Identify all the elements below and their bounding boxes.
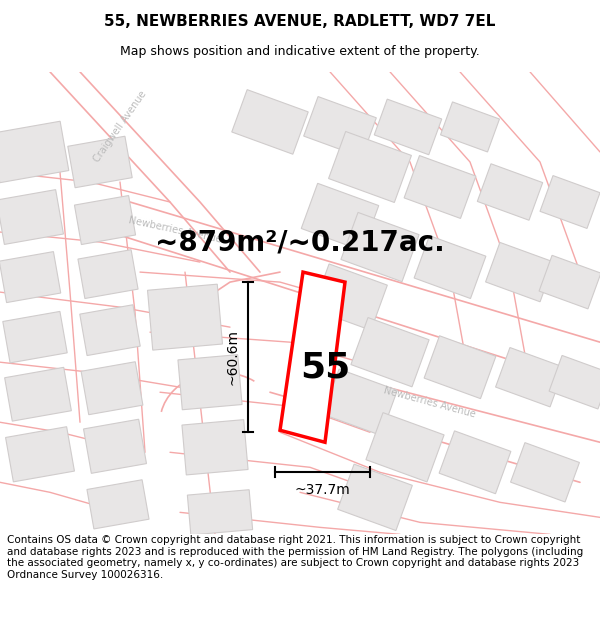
Polygon shape <box>540 176 600 229</box>
Polygon shape <box>0 189 64 244</box>
Polygon shape <box>5 427 74 482</box>
Polygon shape <box>0 121 69 182</box>
Polygon shape <box>81 362 143 414</box>
Polygon shape <box>366 412 444 482</box>
Polygon shape <box>341 213 419 282</box>
Text: ~879m²/~0.217ac.: ~879m²/~0.217ac. <box>155 228 445 256</box>
Polygon shape <box>511 442 580 502</box>
Polygon shape <box>83 419 146 473</box>
Text: Contains OS data © Crown copyright and database right 2021. This information is : Contains OS data © Crown copyright and d… <box>7 535 583 580</box>
Polygon shape <box>182 419 248 475</box>
Polygon shape <box>351 318 429 387</box>
Text: 55, NEWBERRIES AVENUE, RADLETT, WD7 7EL: 55, NEWBERRIES AVENUE, RADLETT, WD7 7EL <box>104 14 496 29</box>
Polygon shape <box>187 490 253 535</box>
Polygon shape <box>323 369 397 436</box>
Polygon shape <box>329 131 412 202</box>
Text: ~60.6m: ~60.6m <box>225 329 239 385</box>
Polygon shape <box>549 356 600 409</box>
Text: Newberries Avenue: Newberries Avenue <box>128 215 223 245</box>
Polygon shape <box>424 336 496 399</box>
Polygon shape <box>496 348 565 407</box>
Polygon shape <box>440 102 499 152</box>
Polygon shape <box>148 284 223 350</box>
Polygon shape <box>539 256 600 309</box>
Polygon shape <box>404 156 476 218</box>
Polygon shape <box>232 89 308 154</box>
Polygon shape <box>68 136 132 188</box>
Polygon shape <box>5 368 71 421</box>
Polygon shape <box>280 272 345 442</box>
Text: Newberries Avenue: Newberries Avenue <box>383 385 477 419</box>
Text: ~37.7m: ~37.7m <box>295 483 350 498</box>
Text: Map shows position and indicative extent of the property.: Map shows position and indicative extent… <box>120 44 480 58</box>
Polygon shape <box>313 264 388 330</box>
Polygon shape <box>87 480 149 529</box>
Polygon shape <box>414 236 486 299</box>
Polygon shape <box>80 305 140 356</box>
Polygon shape <box>3 311 67 363</box>
Polygon shape <box>439 431 511 494</box>
Polygon shape <box>78 249 138 299</box>
Polygon shape <box>374 99 442 155</box>
Polygon shape <box>304 97 376 158</box>
Polygon shape <box>485 242 554 302</box>
Polygon shape <box>338 464 412 531</box>
Polygon shape <box>178 354 242 410</box>
Text: 55: 55 <box>300 350 350 384</box>
Polygon shape <box>0 252 61 302</box>
Text: Craigwell Avenue: Craigwell Avenue <box>92 89 148 164</box>
Polygon shape <box>301 183 379 251</box>
Polygon shape <box>74 196 136 244</box>
Polygon shape <box>478 164 542 220</box>
